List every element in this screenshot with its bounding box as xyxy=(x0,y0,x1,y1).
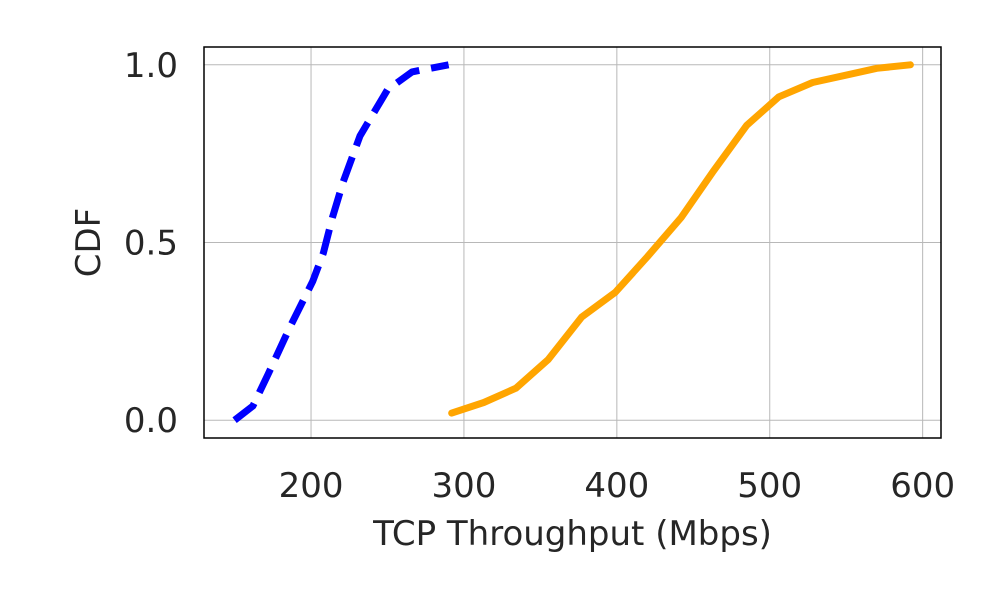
y-axis-label: CDF xyxy=(69,208,109,277)
x-axis-label: TCP Throughput (Mbps) xyxy=(372,514,772,554)
grid-layer xyxy=(204,47,941,438)
x-tick-label: 600 xyxy=(890,466,955,506)
x-tick-label: 300 xyxy=(431,466,496,506)
x-tick-label: 400 xyxy=(584,466,649,506)
series-layer xyxy=(232,61,914,423)
plot-frame xyxy=(203,46,942,439)
x-tick-label: 200 xyxy=(279,466,344,506)
x-tick-label: 500 xyxy=(737,466,802,506)
y-tick-label: 1.0 xyxy=(124,46,178,86)
dashed-series-line xyxy=(232,61,450,423)
y-tick-label: 0.5 xyxy=(124,224,178,264)
tick-label-layer: 200 300 400 500 600 0.0 0.5 1.0 xyxy=(124,46,955,506)
y-tick-label: 0.0 xyxy=(124,401,178,441)
solid-series-line xyxy=(448,61,914,417)
